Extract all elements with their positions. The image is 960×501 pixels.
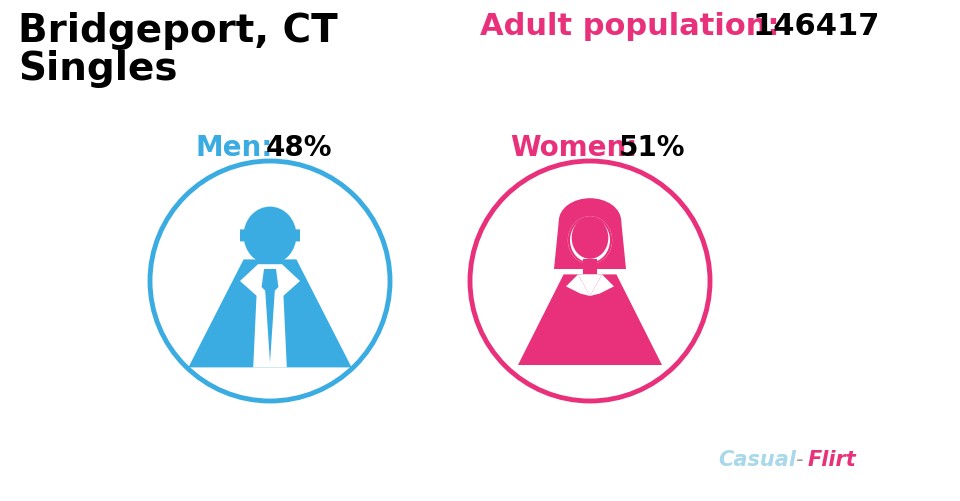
Polygon shape — [253, 265, 287, 368]
Text: 146417: 146417 — [752, 12, 879, 41]
Ellipse shape — [572, 217, 609, 260]
Polygon shape — [188, 260, 351, 368]
Text: 51%: 51% — [619, 134, 685, 162]
FancyBboxPatch shape — [262, 260, 277, 277]
Ellipse shape — [244, 207, 297, 265]
Polygon shape — [566, 275, 590, 297]
Circle shape — [150, 162, 390, 401]
FancyBboxPatch shape — [583, 260, 597, 275]
FancyBboxPatch shape — [293, 230, 300, 242]
Polygon shape — [578, 275, 602, 297]
Polygon shape — [590, 275, 614, 297]
FancyBboxPatch shape — [240, 230, 248, 242]
Ellipse shape — [559, 199, 621, 244]
Ellipse shape — [567, 217, 612, 265]
Text: Flirt: Flirt — [808, 449, 856, 469]
Text: -: - — [795, 449, 803, 469]
Polygon shape — [276, 265, 300, 301]
Text: Adult population:: Adult population: — [480, 12, 780, 41]
Ellipse shape — [567, 217, 612, 265]
Polygon shape — [518, 275, 662, 365]
Text: Singles: Singles — [18, 50, 178, 88]
Circle shape — [470, 162, 710, 401]
Text: Casual: Casual — [718, 449, 796, 469]
Text: 48%: 48% — [266, 134, 332, 162]
Polygon shape — [261, 270, 278, 363]
Polygon shape — [240, 265, 264, 301]
Ellipse shape — [570, 218, 610, 263]
Text: Women:: Women: — [510, 134, 637, 162]
Text: Men:: Men: — [195, 134, 273, 162]
Text: Bridgeport, CT: Bridgeport, CT — [18, 12, 338, 50]
Polygon shape — [554, 221, 626, 270]
